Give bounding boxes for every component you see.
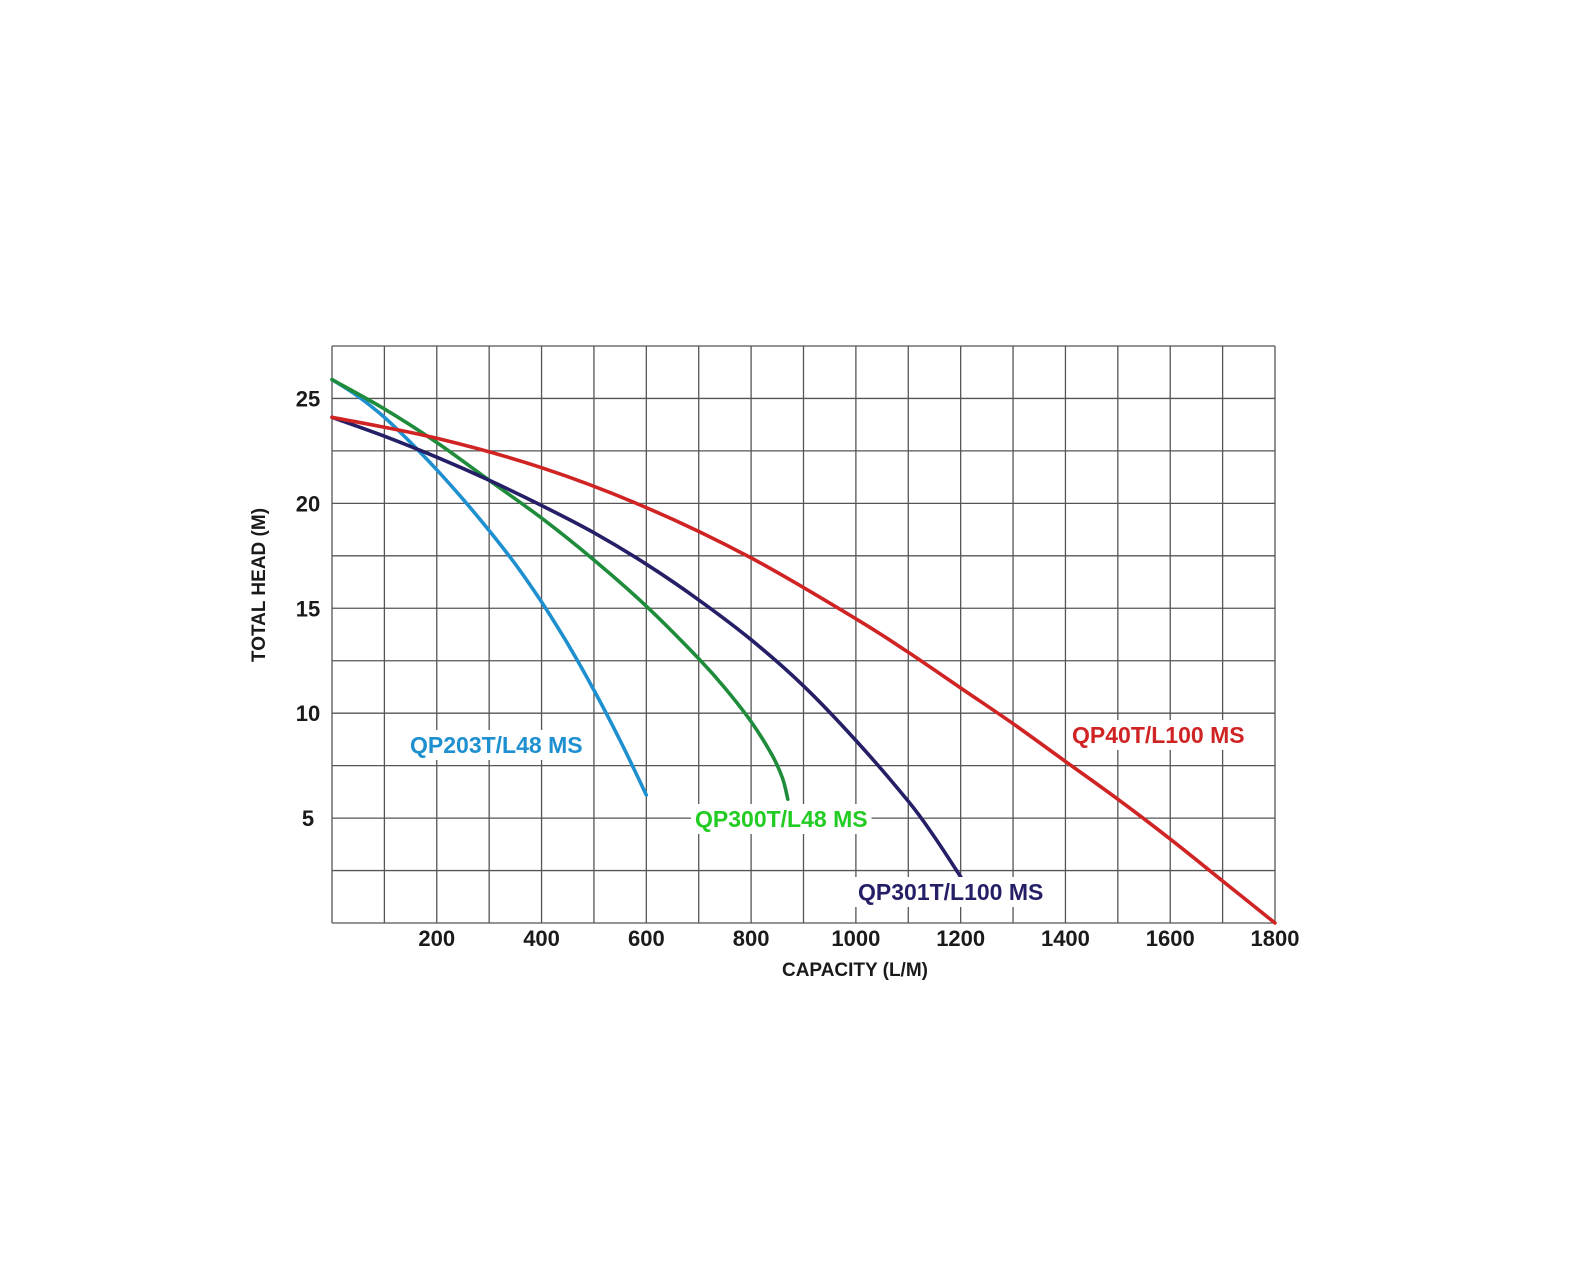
series-labels: QP203T/L48 MS QP300T/L48 MS QP301T/L100 MS… <box>406 720 1249 907</box>
y-tick-label: 15 <box>296 596 320 621</box>
x-tick-label: 1000 <box>831 926 880 951</box>
x-axis-label: CAPACITY (L/M) <box>782 960 928 981</box>
y-tick-label: 20 <box>296 491 320 516</box>
x-tick-label: 1800 <box>1251 926 1300 951</box>
x-tick-label: 1400 <box>1041 926 1090 951</box>
x-tick-label: 800 <box>733 926 770 951</box>
y-tick-label: 5 <box>302 806 314 831</box>
series-line-qp40t-l100-ms <box>330 415 1277 925</box>
tick-labels: 200 400 600 800 1000 1200 1400 1600 1800 5 10 15 20 2… <box>296 386 1300 951</box>
series-label-background <box>854 877 1048 907</box>
series-label-background <box>406 730 587 760</box>
series-label-background <box>691 804 872 834</box>
series-line-qp203t-l48-ms <box>330 377 649 797</box>
y-tick-label: 25 <box>296 386 320 411</box>
series-label-background <box>1068 720 1249 750</box>
series-label-qp203t-l48-ms: QP203T/L48 MS <box>410 732 583 758</box>
x-tick-label: 1600 <box>1146 926 1195 951</box>
series-label-qp40t-l100-ms: QP40T/L100 MS <box>1072 722 1245 748</box>
series-label-qp301t-l100-ms: QP301T/L100 MS <box>858 879 1043 905</box>
x-tick-label: 600 <box>628 926 665 951</box>
series-line-qp301t-l100-ms <box>330 415 963 879</box>
y-axis-label: TOTAL HEAD (M) <box>249 508 270 662</box>
x-tick-label: 400 <box>523 926 560 951</box>
x-tick-label: 200 <box>418 926 455 951</box>
y-tick-label: 10 <box>296 701 320 726</box>
series-label-qp300t-l48-ms: QP300T/L48 MS <box>695 806 868 832</box>
grid <box>331 345 1276 924</box>
series-line-qp300t-l48-ms <box>330 377 790 801</box>
series-lines <box>330 377 1277 925</box>
x-tick-label: 1200 <box>936 926 985 951</box>
